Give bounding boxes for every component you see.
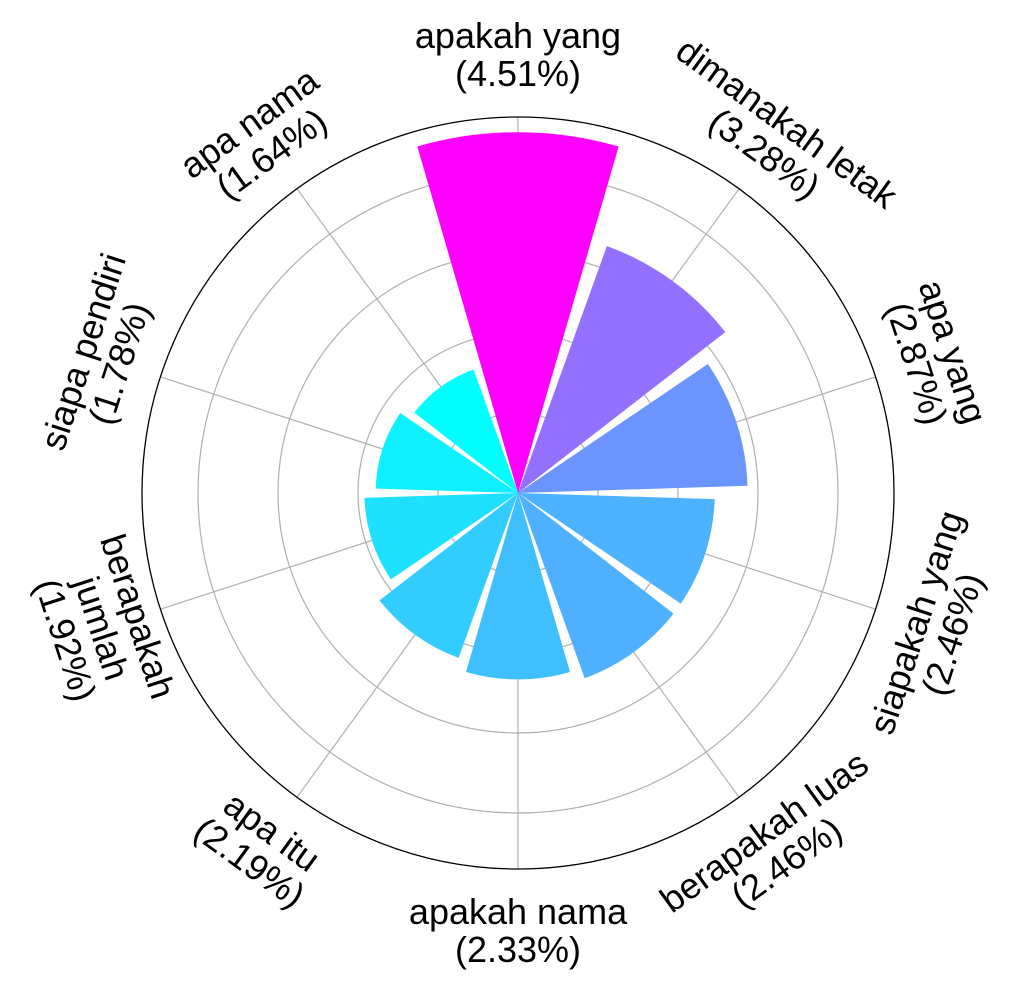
bar-berapakah-luas — [518, 493, 674, 679]
bar-siapakah-yang — [518, 493, 715, 604]
category-name: apakah yang — [415, 15, 621, 56]
category-label: dimanakah letak(3.28%) — [646, 29, 905, 248]
outer-circle — [141, 116, 895, 870]
category-label: apakah nama (2.33%) — [409, 891, 628, 970]
bar-apa-itu — [379, 493, 518, 658]
category-label: apa itu(2.19%) — [187, 778, 335, 916]
category-label: berapakahjumlah(1.92%) — [20, 529, 184, 727]
percent-label: (2.33%) — [455, 929, 581, 970]
percent-label: (4.51%) — [455, 53, 581, 94]
bar-group — [364, 132, 748, 680]
bar-apa-yang — [518, 363, 748, 493]
category-label: apakah yang (4.51%) — [415, 15, 621, 94]
bar-apakah-nama — [465, 493, 571, 680]
category-label: berapakah luas(2.46%) — [652, 743, 898, 952]
category-label: apa yang(2.87%) — [875, 275, 996, 440]
bar-dimanakah-letak — [518, 246, 726, 493]
bar-apa-nama — [414, 369, 518, 493]
bar-berapakah-jumlah — [364, 493, 518, 580]
bar-apakah-yang — [417, 132, 619, 493]
category-name: apakah nama — [409, 891, 628, 932]
category-label: apa nama(1.64%) — [172, 59, 349, 218]
bar-siapa-pendiri — [375, 412, 518, 493]
category-label: siapa pendiri(1.78%) — [32, 248, 170, 467]
category-label: siapakah yang(2.46%) — [861, 506, 1008, 751]
